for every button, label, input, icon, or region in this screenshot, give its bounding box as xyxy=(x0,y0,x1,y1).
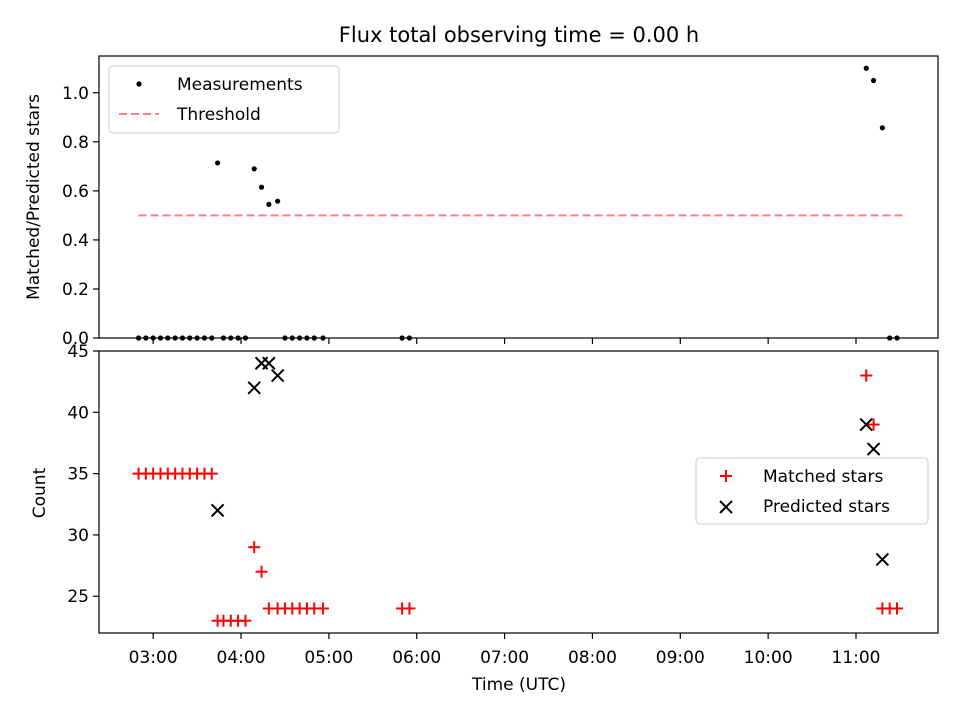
bottom-y-tick-label: 40 xyxy=(67,403,89,423)
legend-marker-predicted-stars xyxy=(719,500,733,514)
legend-marker-measurements xyxy=(136,81,142,87)
bottom-y-tick-label: 25 xyxy=(67,587,89,607)
bottom-y-axis-label: Count xyxy=(30,467,50,518)
chart-title: Flux total observing time = 0.00 h xyxy=(339,23,699,47)
top-legend-frame xyxy=(108,65,340,134)
x-tick-label: 05:00 xyxy=(304,648,353,668)
bottom-panel: 25 30 35 40 45 03:00 04:00 05:00 06:00 07:00 08:0… xyxy=(30,342,939,695)
x-tick-label: 07:00 xyxy=(480,648,529,668)
top-y-tick-label: 1.0 xyxy=(62,84,89,104)
matched-stars-point xyxy=(239,614,252,627)
top-y-axis-label: Matched/Predicted stars xyxy=(24,94,44,300)
legend-label-threshold: Threshold xyxy=(176,105,261,125)
top-y-tick-label: 0.8 xyxy=(62,133,89,153)
top-y-tick-label: 0.4 xyxy=(62,231,89,251)
bottom-legend-frame xyxy=(695,457,929,525)
measurements-point xyxy=(863,65,869,71)
bottom-legend: Matched stars Predicted stars xyxy=(695,457,929,525)
measurements-point xyxy=(879,125,885,131)
predicted-stars-point xyxy=(270,368,285,383)
matched-stars-point xyxy=(891,602,904,615)
top-y-tick-label: 0.2 xyxy=(62,280,89,300)
top-panel: 0.0 0.2 0.4 0.6 0.8 1.0 Matched/Predicted sta… xyxy=(24,55,939,349)
measurements-point xyxy=(251,166,257,172)
x-tick-label: 06:00 xyxy=(392,648,441,668)
x-tick-label: 08:00 xyxy=(568,648,617,668)
bottom-y-axis: 25 30 35 40 45 xyxy=(67,342,99,607)
legend-label-matched-stars: Matched stars xyxy=(763,467,883,487)
x-axis-label: Time (UTC) xyxy=(471,675,566,695)
matched-stars-point xyxy=(205,467,218,480)
legend-label-predicted-stars: Predicted stars xyxy=(763,497,890,517)
predicted-stars-point xyxy=(262,356,276,370)
measurements-point xyxy=(258,184,265,190)
matched-stars-point xyxy=(248,541,261,554)
bottom-y-tick-label: 45 xyxy=(67,342,89,362)
legend-label-measurements: Measurements xyxy=(177,75,303,95)
bottom-plot-area xyxy=(132,356,904,627)
measurements-point xyxy=(870,77,877,84)
top-y-axis: 0.0 0.2 0.4 0.6 0.8 1.0 xyxy=(62,84,99,349)
legend-marker-matched-stars xyxy=(720,470,732,482)
measurements-point xyxy=(215,160,221,166)
top-y-tick-label: 0.0 xyxy=(62,329,89,349)
matched-stars-point xyxy=(317,602,330,615)
x-tick-label: 09:00 xyxy=(656,648,705,668)
bottom-axes-frame xyxy=(98,350,939,634)
predicted-stars-point xyxy=(875,552,890,567)
x-tick-label: 11:00 xyxy=(832,648,881,668)
x-tick-label: 04:00 xyxy=(217,648,266,668)
top-y-tick-label: 0.6 xyxy=(62,182,89,202)
top-legend: Measurements Threshold xyxy=(108,65,340,134)
matched-stars-point xyxy=(860,369,873,382)
bottom-x-axis: 03:00 04:00 05:00 06:00 07:00 08:00 09:00 10:00… xyxy=(129,633,881,668)
bottom-y-tick-label: 35 xyxy=(67,465,89,485)
top-axes-frame xyxy=(98,55,939,339)
measurements-point xyxy=(266,201,272,207)
predicted-stars-point xyxy=(210,503,225,518)
matched-stars-point xyxy=(403,602,416,615)
predicted-stars-point xyxy=(866,442,881,456)
predicted-stars-point xyxy=(859,417,873,432)
measurements-point xyxy=(275,198,281,204)
x-tick-label: 03:00 xyxy=(129,648,178,668)
bottom-y-tick-label: 30 xyxy=(67,526,89,546)
x-tick-label: 10:00 xyxy=(744,648,793,668)
top-x-axis xyxy=(152,338,857,344)
matched-stars-point xyxy=(255,565,268,578)
predicted-stars-point xyxy=(247,381,261,395)
matched-stars-point xyxy=(867,418,880,431)
